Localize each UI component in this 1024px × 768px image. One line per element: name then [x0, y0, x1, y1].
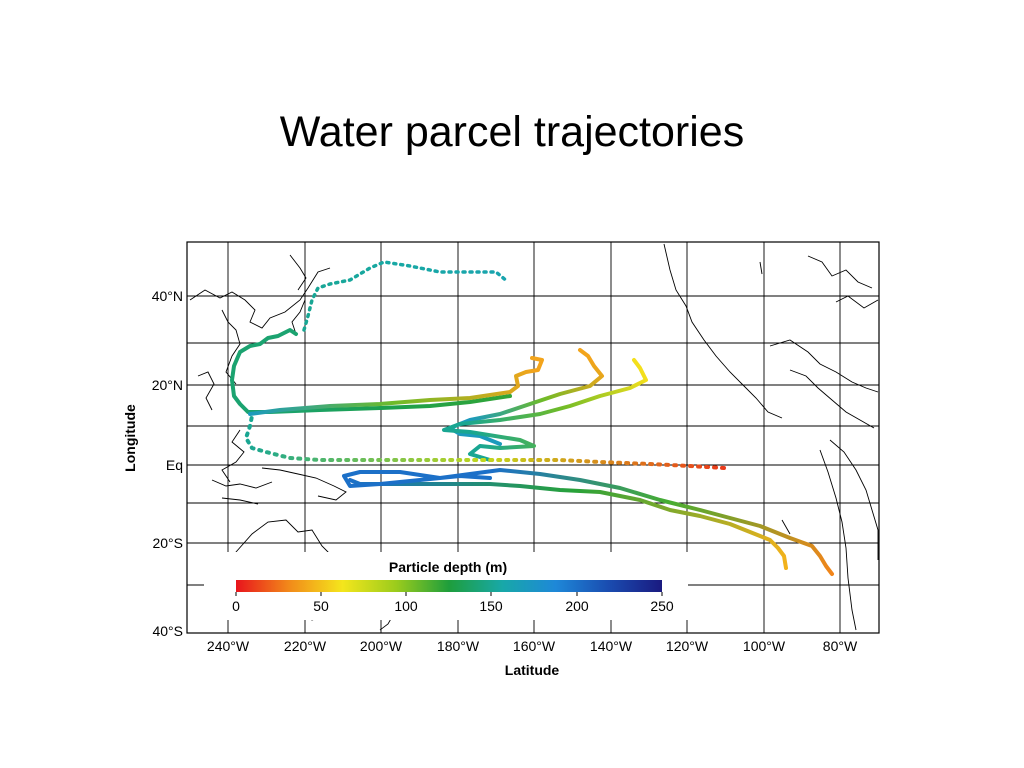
y-axis-label: Longitude	[122, 404, 138, 472]
y-tick-label: 20°S	[152, 535, 183, 551]
y-tick-label: Eq	[166, 457, 183, 473]
y-tick-label: 40°N	[152, 288, 183, 304]
colorbar-tick: 200	[565, 598, 589, 614]
trajectory-south-2	[342, 468, 834, 576]
colorbar-gradient	[236, 580, 662, 592]
x-tick-label: 160°W	[513, 638, 556, 654]
trajectory-south-1	[348, 478, 788, 570]
trajectory-equatorial-3	[442, 358, 648, 462]
x-tick-label: 140°W	[590, 638, 633, 654]
y-tick-label: 40°S	[152, 623, 183, 639]
slide-title: Water parcel trajectories	[279, 108, 745, 156]
colorbar-tick: 100	[394, 598, 418, 614]
x-axis-label: Latitude	[505, 662, 560, 678]
x-axis: 240°W 220°W 200°W 180°W 160°W 140°W 120°…	[207, 638, 858, 678]
colorbar: Particle depth (m) 0 50 100 150 200 250	[204, 552, 688, 620]
y-tick-label: 20°N	[152, 377, 183, 393]
colorbar-tick: 50	[313, 598, 329, 614]
y-axis: 40°N 20°N Eq 20°S 40°S Longitude	[122, 288, 183, 639]
trajectory-equatorial-2	[448, 348, 604, 446]
trajectory-equator-dotted	[244, 414, 726, 470]
x-tick-label: 100°W	[743, 638, 786, 654]
colorbar-tick: 150	[479, 598, 503, 614]
trajectories	[230, 260, 834, 576]
trajectory-equatorial-1	[248, 356, 544, 416]
colorbar-tick: 0	[232, 598, 240, 614]
x-tick-label: 120°W	[666, 638, 709, 654]
x-tick-label: 80°W	[823, 638, 858, 654]
colorbar-tick: 250	[650, 598, 674, 614]
x-tick-label: 200°W	[360, 638, 403, 654]
trajectory-north-pacific-arc	[302, 260, 510, 332]
trajectory-north-pacific	[230, 328, 512, 414]
colorbar-title: Particle depth (m)	[389, 559, 507, 575]
x-tick-label: 240°W	[207, 638, 250, 654]
x-tick-label: 220°W	[284, 638, 327, 654]
x-tick-label: 180°W	[437, 638, 480, 654]
